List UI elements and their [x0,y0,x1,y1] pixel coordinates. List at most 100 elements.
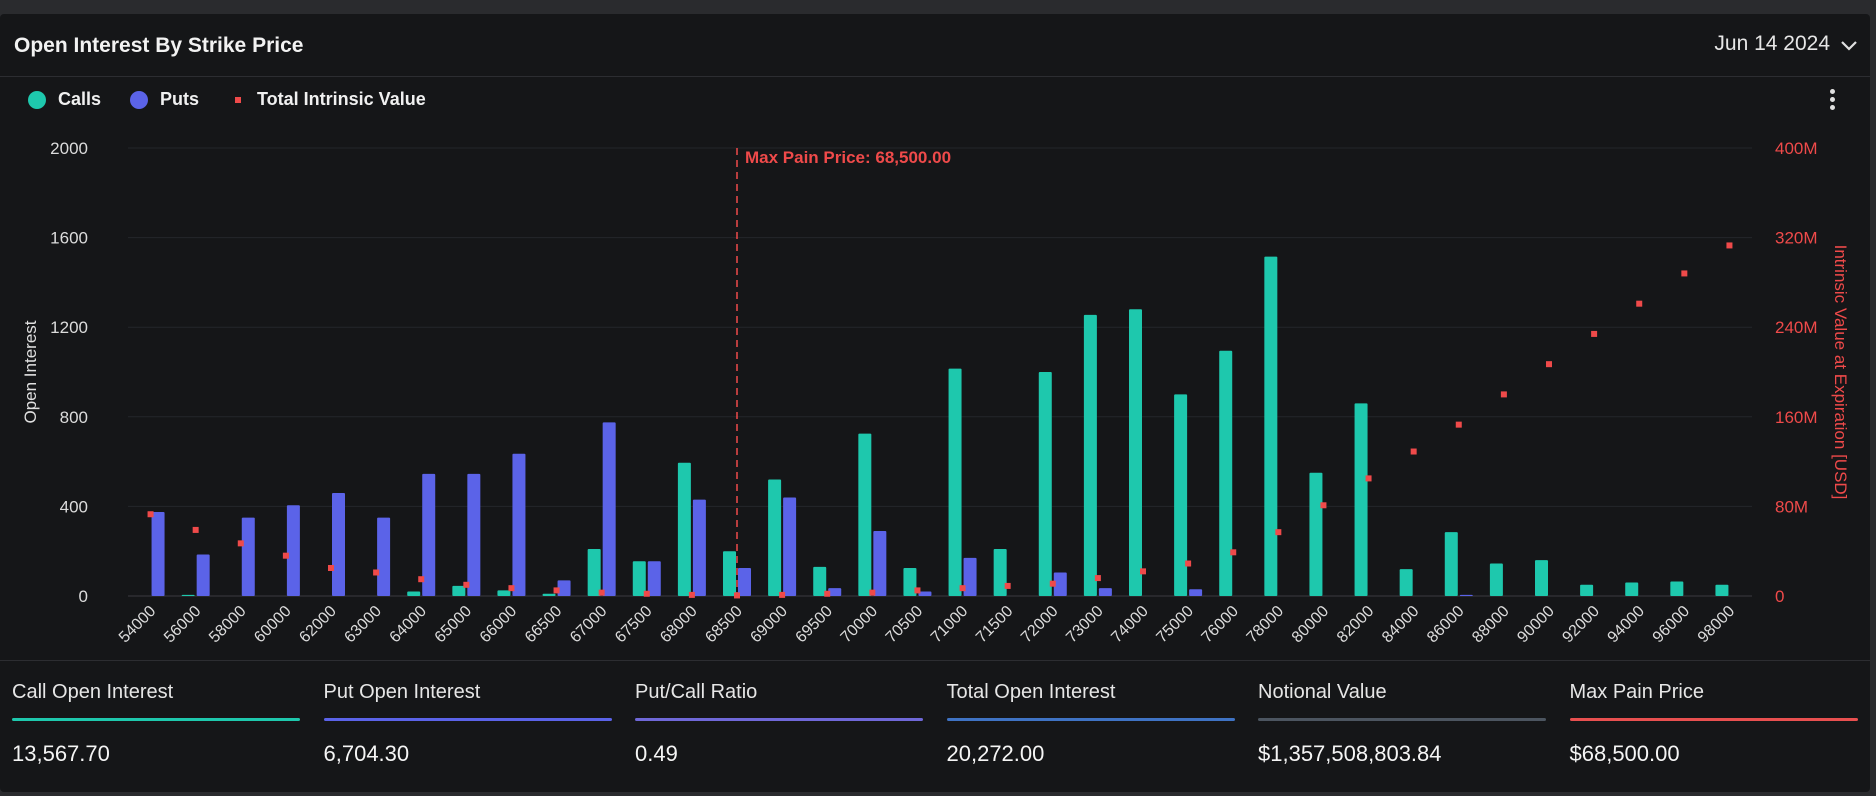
summary-stats: Call Open Interest 13,567.70 Put Open Inte… [0,660,1870,779]
intrinsic-value-point [1591,330,1598,337]
call-bar [768,479,782,596]
legend-intrinsic-label: Total Intrinsic Value [257,89,426,109]
x-tick-label: 76000 [1199,603,1243,647]
call-bar [1444,532,1458,596]
intrinsic-value-point [598,589,605,596]
x-tick-label: 86000 [1424,603,1468,647]
x-tick-label: 65000 [432,603,476,647]
x-tick-label: 70000 [838,603,882,647]
y-right-tick-label: 80M [1775,497,1808,516]
intrinsic-value-point [869,589,876,596]
stat-underline [323,718,612,721]
y-left-tick-label: 2000 [50,139,88,158]
call-bar [1715,584,1729,596]
stat-underline [635,718,923,721]
intrinsic-value-point [1455,421,1462,428]
put-bar [692,499,706,596]
call-bar [587,548,601,596]
intrinsic-value-point [1320,502,1327,509]
stat-label: Notional Value [1258,681,1387,703]
y-right-axis-label: Intrinsic Value at Expiration [USD] [1831,245,1850,500]
x-tick-label: 56000 [161,603,205,647]
call-bar [1038,372,1052,596]
x-tick-label: 66000 [477,603,521,647]
intrinsic-value-point [1185,560,1192,567]
x-tick-label: 54000 [116,603,160,647]
call-bar [1129,309,1142,596]
chart-panel: Open Interest By Strike Price Jun 14 202… [0,14,1870,792]
put-bar [286,505,300,596]
put-bar [512,453,526,596]
intrinsic-value-point [1230,549,1237,556]
y-left-axis-label: Open Interest [21,320,40,423]
stat-underline [1569,718,1858,721]
x-tick-label: 88000 [1469,603,1513,647]
call-bar [903,568,917,596]
stat-card: Total Open Interest 20,272.00 [935,661,1235,779]
calls-legend-marker [28,91,46,109]
intrinsic-value-point [824,590,831,597]
stat-card: Put/Call Ratio 0.49 [623,661,923,779]
call-bar [858,433,872,596]
call-bar [1309,472,1323,596]
call-bar [1264,256,1278,596]
put-bar [422,473,436,596]
chevron-down-icon [1841,41,1857,51]
call-bar [1354,403,1368,596]
put-bar [196,554,210,596]
intrinsic-value-point [1681,270,1688,277]
stat-card: Put Open Interest 6,704.30 [312,661,612,779]
x-tick-label: 98000 [1695,603,1739,647]
put-bar [738,568,751,596]
intrinsic-value-point [553,587,560,594]
x-tick-label: 63000 [341,603,385,647]
panel-title: Open Interest By Strike Price [14,34,304,57]
put-bar [1459,594,1473,596]
y-left-tick-label: 0 [79,587,88,606]
intrinsic-value-point [1410,448,1417,455]
intrinsic-value-point [1365,475,1372,482]
x-tick-label: 67500 [612,603,656,647]
stat-underline [946,718,1235,721]
put-bar [873,531,887,596]
intrinsic-value-point [643,590,650,597]
more-options-icon[interactable] [1822,86,1842,116]
put-bar [151,512,165,596]
stat-label: Call Open Interest [12,681,174,703]
call-bar [1399,569,1413,596]
stat-value: 0.49 [635,741,678,766]
put-bar [467,473,481,596]
x-tick-label: 80000 [1289,603,1333,647]
intrinsic-value-point [192,526,199,533]
stat-card: Call Open Interest 13,567.70 [0,661,300,779]
intrinsic-value-point [1500,391,1507,398]
call-bar [1625,582,1639,596]
x-tick-label: 75000 [1153,603,1197,647]
intrinsic-value-point [418,576,425,583]
intrinsic-value-point [959,585,966,592]
x-tick-label: 94000 [1605,603,1649,647]
expiry-date-dropdown[interactable]: Jun 14 2024 [1714,32,1857,56]
call-bar [1670,581,1684,596]
call-bar [993,548,1007,596]
panel-header: Open Interest By Strike Price Jun 14 202… [0,14,1870,77]
put-bar [828,588,842,596]
stat-value: $1,357,508,803.84 [1258,741,1442,766]
x-tick-label: 82000 [1334,603,1378,647]
stat-label: Max Pain Price [1569,681,1705,703]
x-tick-label: 69500 [793,603,837,647]
x-tick-label: 70500 [883,603,927,647]
put-bar [918,591,932,596]
legend-puts-label: Puts [160,89,200,109]
max-pain-label: Max Pain Price: 68,500.00 [745,148,951,167]
call-bar [948,368,962,596]
call-bar [542,593,556,596]
x-tick-label: 71000 [928,603,972,647]
stat-value: 20,272.00 [946,741,1045,766]
x-tick-label: 73000 [1063,603,1107,647]
intrinsic-value-point [1049,580,1056,587]
intrinsic-value-point [282,552,289,559]
y-right-tick-label: 160M [1775,408,1818,427]
x-tick-label: 58000 [206,603,250,647]
y-left-tick-label: 1600 [50,229,88,248]
